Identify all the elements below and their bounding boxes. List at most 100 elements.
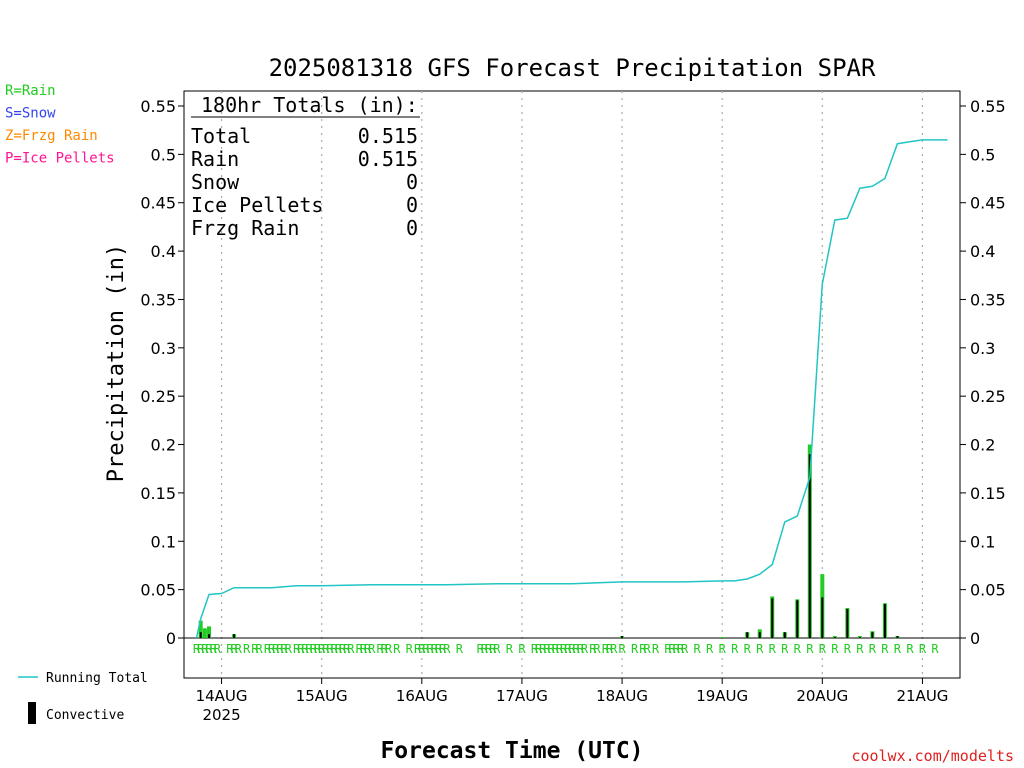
ptype-marker: R [548, 642, 556, 656]
running-total-line [195, 139, 948, 639]
ptype-marker: R [197, 642, 205, 656]
ptype-marker: R [506, 642, 514, 656]
credit-text: coolwx.com/modelts [851, 747, 1014, 765]
ptype-marker: R [435, 642, 443, 656]
ptype-marker: R [744, 642, 752, 656]
y-axis-right: 0 0.05 0.1 0.15 0.2 0.25 0.3 0.35 0.4 0.45 0.5 0.55 [960, 97, 1006, 648]
y-tick-label-right: 0 [970, 629, 980, 648]
y-tick-label-right: 0.3 [970, 339, 995, 358]
y-tick-label-left: 0.4 [151, 242, 176, 261]
ptype-marker: R [639, 642, 647, 656]
ptype-marker: R [673, 642, 681, 656]
ptype-marker: R [201, 642, 209, 656]
ptype-marker: R [602, 642, 610, 656]
convective-bar [846, 608, 849, 638]
ptype-marker: R [564, 642, 572, 656]
ptype-marker: R [431, 642, 439, 656]
y-tick-label-left: 0.45 [140, 194, 176, 213]
convective-bar [883, 604, 886, 638]
ptype-marker: R [301, 642, 309, 656]
ptype-marker: R [581, 642, 589, 656]
ptype-marker: R [485, 642, 493, 656]
ptype-marker: R [343, 642, 351, 656]
ptype-marker: R [694, 642, 702, 656]
ptype-marker: R [568, 642, 576, 656]
rain-bar [202, 628, 207, 638]
ptype-marker: R [406, 642, 414, 656]
ptype-marker: R [677, 642, 685, 656]
convective-legend-label: Convective [46, 708, 124, 723]
ptype-marker: R [364, 642, 372, 656]
y-tick-label-left: 0 [166, 629, 176, 648]
ptype-marker: R [285, 642, 293, 656]
ptype-marker: R [539, 642, 547, 656]
x-tick-label: 18AUG [596, 687, 648, 705]
rain-bars [198, 444, 900, 638]
x-tick-label: 14AUG [196, 687, 248, 705]
ptype-marker: R [664, 642, 672, 656]
ptype-marker: R [193, 642, 201, 656]
ptype-marker: R [610, 642, 618, 656]
ptype-marker: R [360, 642, 368, 656]
ptype-marker: R [606, 642, 614, 656]
totals-row-label: Frzg Rain [191, 216, 299, 240]
ptype-marker: R [781, 642, 789, 656]
ptype-marker: R [314, 642, 322, 656]
totals-row-value: 0 [406, 170, 418, 194]
y-tick-label-right: 0.55 [970, 97, 1006, 116]
ptype-marker: R [906, 642, 914, 656]
ptype-marker: R [493, 642, 501, 656]
convective-bar [621, 636, 624, 638]
convective-bar [871, 632, 874, 638]
convective-bar [833, 637, 836, 638]
ptype-marker: R [347, 642, 355, 656]
y-tick-label-left: 0.35 [140, 290, 176, 309]
ptype-marker: R [427, 642, 435, 656]
x-tick-year: 2025 [202, 706, 240, 724]
ptype-marker: R [214, 642, 222, 656]
ptype-marker: R [414, 642, 422, 656]
convective-bar [858, 637, 861, 638]
x-axis-label: Forecast Time (UTC) [380, 738, 643, 764]
ptype-marker: R [385, 642, 393, 656]
ptype-marker: R [326, 642, 334, 656]
ptype-marker: R [806, 642, 814, 656]
x-tick-label: 17AUG [496, 687, 548, 705]
ptype-marker: R [894, 642, 902, 656]
ptype-marker: R [577, 642, 585, 656]
ptype-marker: R [381, 642, 389, 656]
ptype-marker: R [931, 642, 939, 656]
ptype-marker: R [518, 642, 526, 656]
totals-row-value: 0.515 [358, 147, 418, 171]
ptype-marker: R [477, 642, 485, 656]
ptype-marker: R [322, 642, 330, 656]
running-total-legend-label: Running Total [46, 671, 148, 686]
ptype-marker: R [543, 642, 551, 656]
ptype-marker: R [756, 642, 764, 656]
ptype-marker: R [255, 642, 263, 656]
rain-bar [207, 626, 212, 638]
y-tick-label-left: 0.15 [140, 484, 176, 503]
y-tick-label-left: 0.55 [140, 97, 176, 116]
ptype-marker: R [831, 642, 839, 656]
ptype-marker: R [272, 642, 280, 656]
totals-row-value: 0 [406, 193, 418, 217]
ptype-marker: R [306, 642, 314, 656]
ptype-marker: R [719, 642, 727, 656]
ptype-marker: R [356, 642, 364, 656]
rain-bar [198, 620, 203, 638]
ptype-marker: R [560, 642, 568, 656]
ptype-marker: R [881, 642, 889, 656]
y-tick-label-right: 0.1 [970, 532, 995, 551]
ptype-marker: R [669, 642, 677, 656]
convective-bar [233, 634, 236, 638]
ptype-marker: R [618, 642, 626, 656]
ptype-marker: R [819, 642, 827, 656]
vertical-grid [220, 91, 924, 678]
y-axis-label: Precipitation (in) [104, 244, 129, 482]
y-tick-label-right: 0.15 [970, 484, 1006, 503]
convective-bar [796, 600, 799, 638]
ptype-marker: R [205, 642, 213, 656]
